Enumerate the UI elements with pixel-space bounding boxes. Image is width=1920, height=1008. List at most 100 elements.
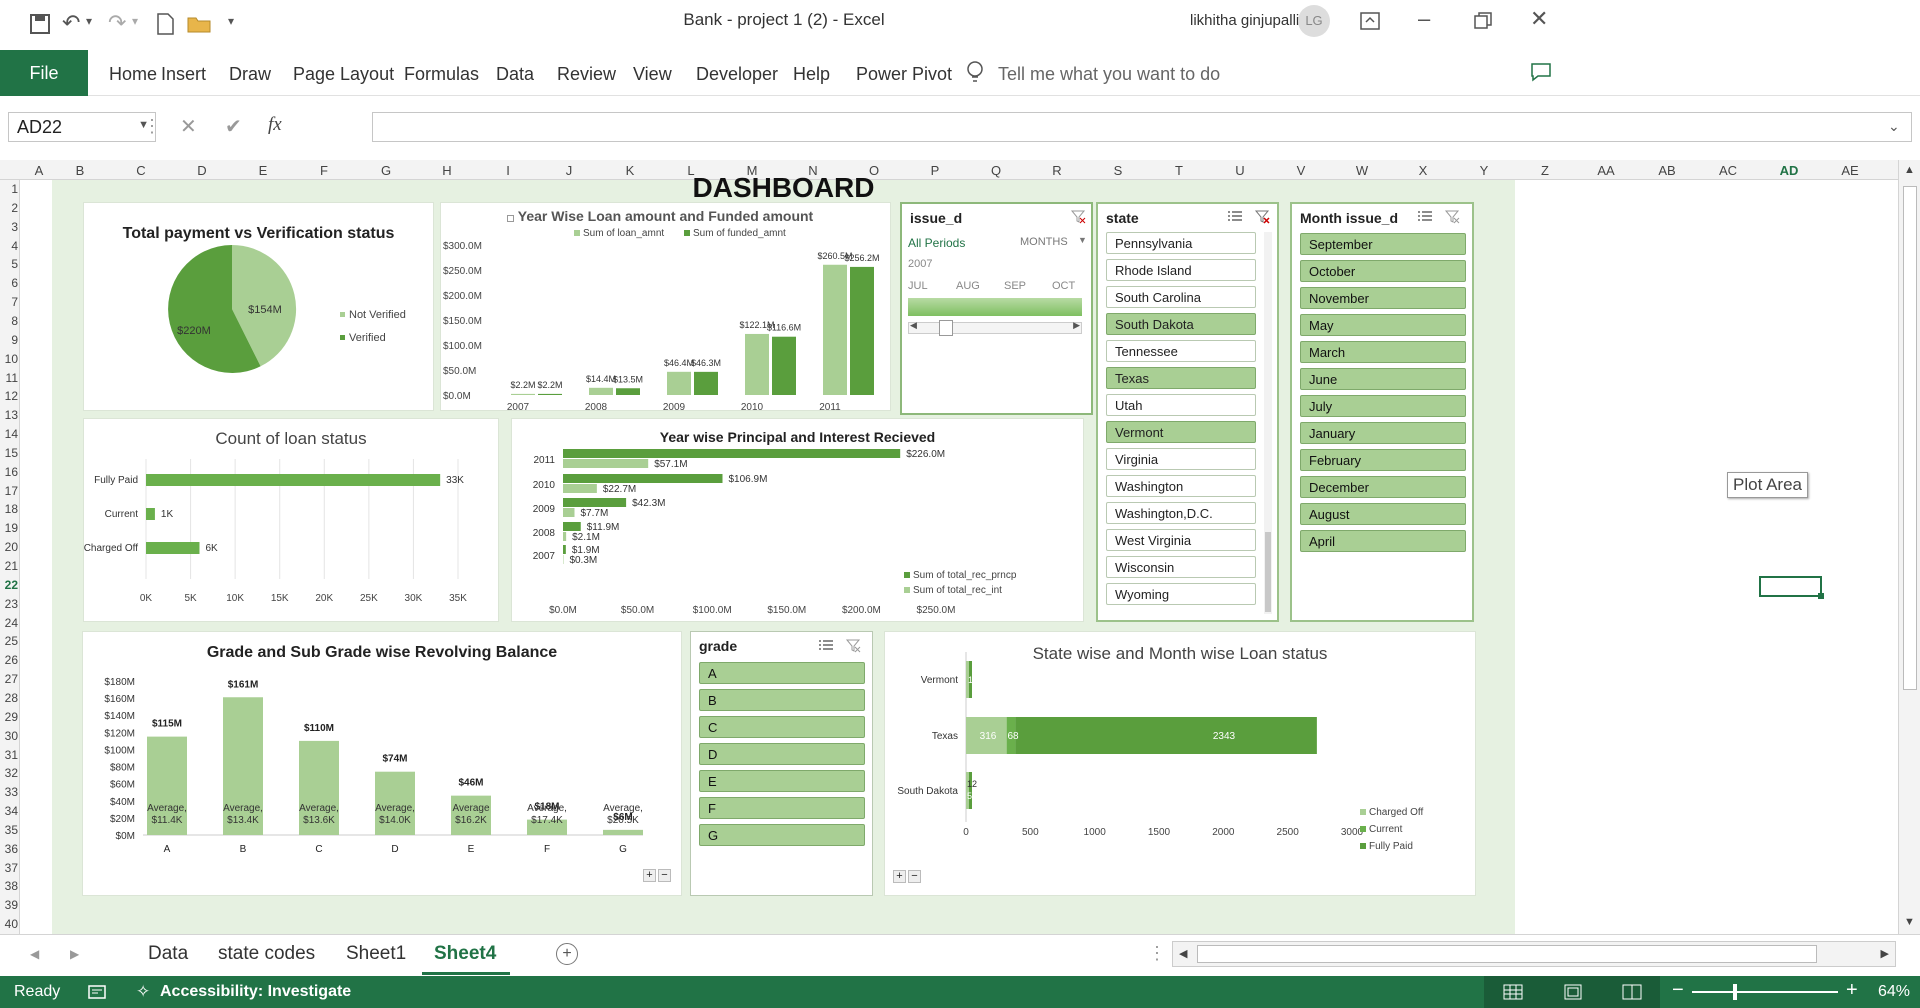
state-slicer-item[interactable]: Washington bbox=[1106, 475, 1256, 497]
scroll-right-icon[interactable]: ▶ bbox=[1880, 948, 1889, 960]
row-header[interactable]: 32 bbox=[4, 766, 18, 781]
accessibility-status[interactable]: Accessibility: Investigate bbox=[160, 983, 352, 1000]
row-header[interactable]: 7 bbox=[11, 295, 18, 310]
state-slicer-item[interactable]: Wyoming bbox=[1106, 583, 1256, 605]
tab-developer[interactable]: Developer bbox=[696, 64, 779, 84]
multi-select-icon[interactable] bbox=[1416, 208, 1434, 224]
grade-chart-panel[interactable]: Grade and Sub Grade wise Revolving Balan… bbox=[82, 631, 682, 896]
row-header[interactable]: 25 bbox=[4, 634, 18, 649]
row-header[interactable]: 17 bbox=[4, 483, 18, 498]
principal-interest-chart-panel[interactable]: Year wise Principal and Interest Recieve… bbox=[511, 418, 1084, 622]
zoom-level[interactable]: 64% bbox=[1878, 983, 1911, 1000]
ribbon-display-icon[interactable] bbox=[1360, 12, 1380, 30]
row-header[interactable]: 31 bbox=[4, 747, 18, 762]
row-header[interactable]: 40 bbox=[4, 917, 18, 932]
tab-power-pivot[interactable]: Power Pivot bbox=[856, 64, 953, 84]
pie-chart-panel[interactable]: Total payment vs Verification status $15… bbox=[83, 202, 434, 411]
column-header[interactable]: AC bbox=[1718, 163, 1738, 178]
avatar[interactable]: LG bbox=[1298, 5, 1330, 37]
column-header[interactable]: Y bbox=[1479, 163, 1489, 178]
scroll-down-icon[interactable]: ▼ bbox=[1904, 916, 1915, 928]
zoom-slider-thumb[interactable] bbox=[1733, 984, 1737, 1000]
sheet-tab-sheet1[interactable]: Sheet1 bbox=[346, 943, 407, 964]
row-header[interactable]: 39 bbox=[4, 898, 18, 913]
undo-dropdown-icon[interactable]: ▾ bbox=[86, 14, 93, 28]
macro-record-icon[interactable] bbox=[88, 984, 106, 1000]
grade-slicer-item[interactable]: A bbox=[699, 662, 865, 684]
state-slicer-scroll-thumb[interactable] bbox=[1265, 532, 1271, 612]
state-slicer-item[interactable]: Vermont bbox=[1106, 421, 1256, 443]
horizontal-scrollbar[interactable]: ◀ ▶ bbox=[1172, 941, 1896, 967]
column-header[interactable]: B bbox=[75, 163, 85, 178]
sheet-tab-data[interactable]: Data bbox=[148, 943, 189, 964]
month-slicer-item[interactable]: June bbox=[1300, 368, 1466, 390]
timeline-scroll-right-icon[interactable]: ▶ bbox=[1073, 320, 1080, 330]
state-slicer-item[interactable]: Texas bbox=[1106, 367, 1256, 389]
statewise-collapse-button[interactable]: − bbox=[908, 870, 921, 883]
row-header[interactable]: 34 bbox=[4, 804, 18, 819]
save-icon[interactable] bbox=[28, 12, 52, 36]
row-header[interactable]: 10 bbox=[4, 351, 18, 366]
tab-review[interactable]: Review bbox=[557, 64, 617, 84]
row-header[interactable]: 18 bbox=[4, 502, 18, 517]
state-slicer-item[interactable]: Tennessee bbox=[1106, 340, 1256, 362]
grade-slicer-item[interactable]: F bbox=[699, 797, 865, 819]
tab-split-handle[interactable]: ⋮ bbox=[1148, 943, 1166, 963]
column-header[interactable]: J bbox=[565, 163, 573, 178]
column-header[interactable]: E bbox=[258, 163, 268, 178]
row-header[interactable]: 28 bbox=[4, 690, 18, 705]
column-header[interactable]: W bbox=[1355, 163, 1369, 178]
row-header[interactable]: 15 bbox=[4, 445, 18, 460]
timeline-bar[interactable] bbox=[908, 298, 1082, 316]
loan-status-chart-panel[interactable]: Count of loan status 0K 5K 10K 15K 20K 25K 30K… bbox=[83, 418, 499, 622]
month-slicer-item[interactable]: October bbox=[1300, 260, 1466, 282]
time-level-dropdown[interactable]: MONTHS bbox=[1020, 236, 1068, 248]
clear-filter-icon[interactable] bbox=[1444, 208, 1460, 224]
row-header[interactable]: 5 bbox=[11, 257, 18, 272]
redo-icon[interactable]: ↷ bbox=[108, 10, 127, 35]
expand-field-button[interactable]: + bbox=[643, 869, 656, 882]
row-header[interactable]: 8 bbox=[11, 313, 18, 328]
column-header[interactable]: A bbox=[34, 163, 44, 178]
page-layout-view-icon[interactable] bbox=[1563, 984, 1583, 1000]
clear-filter-icon[interactable] bbox=[845, 637, 861, 653]
column-header[interactable]: C bbox=[136, 163, 146, 178]
horizontal-scroll-thumb[interactable] bbox=[1197, 945, 1817, 963]
column-header[interactable]: L bbox=[687, 163, 695, 178]
clear-filter-icon[interactable] bbox=[1254, 208, 1270, 224]
column-header[interactable]: AA bbox=[1597, 163, 1615, 178]
column-header[interactable]: U bbox=[1235, 163, 1245, 178]
state-slicer-item[interactable]: South Dakota bbox=[1106, 313, 1256, 335]
tab-page-layout[interactable]: Page Layout bbox=[293, 64, 395, 84]
column-header[interactable]: M bbox=[746, 163, 758, 178]
row-header[interactable]: 35 bbox=[4, 822, 18, 837]
vertical-scrollbar[interactable]: ▲ ▼ bbox=[1898, 160, 1920, 934]
state-slicer-item[interactable]: Wisconsin bbox=[1106, 556, 1256, 578]
grade-slicer-item[interactable]: B bbox=[699, 689, 865, 711]
statewise-expand-button[interactable]: + bbox=[893, 870, 906, 883]
row-header[interactable]: 26 bbox=[4, 653, 18, 668]
column-header[interactable]: S bbox=[1113, 163, 1123, 178]
row-header[interactable]: 16 bbox=[4, 464, 18, 479]
undo-icon[interactable]: ↶ bbox=[62, 10, 81, 35]
sheet-tab-sheet4[interactable]: Sheet4 bbox=[422, 935, 510, 975]
timeline-scrollbar[interactable]: ◀ ▶ bbox=[908, 320, 1082, 336]
sheet-tab-state-codes[interactable]: state codes bbox=[218, 943, 316, 964]
row-header[interactable]: 38 bbox=[4, 879, 18, 894]
row-header[interactable]: 22 bbox=[4, 577, 18, 592]
new-sheet-button[interactable]: + bbox=[556, 943, 578, 965]
next-sheet-icon[interactable]: ▶ bbox=[70, 947, 80, 961]
state-slicer-item[interactable]: Utah bbox=[1106, 394, 1256, 416]
column-header[interactable]: Q bbox=[990, 163, 1002, 178]
month-slicer-item[interactable]: February bbox=[1300, 449, 1466, 471]
new-file-icon[interactable] bbox=[154, 12, 176, 36]
formula-input[interactable] bbox=[372, 112, 1912, 142]
normal-view-icon[interactable] bbox=[1503, 984, 1523, 1000]
row-header[interactable]: 23 bbox=[4, 596, 18, 611]
tell-me-search[interactable]: Tell me what you want to do bbox=[998, 64, 1221, 84]
column-header[interactable]: V bbox=[1296, 163, 1306, 178]
name-box-dropdown-icon[interactable]: ▼ bbox=[138, 119, 149, 131]
state-slicer-item[interactable]: Pennsylvania bbox=[1106, 232, 1256, 254]
